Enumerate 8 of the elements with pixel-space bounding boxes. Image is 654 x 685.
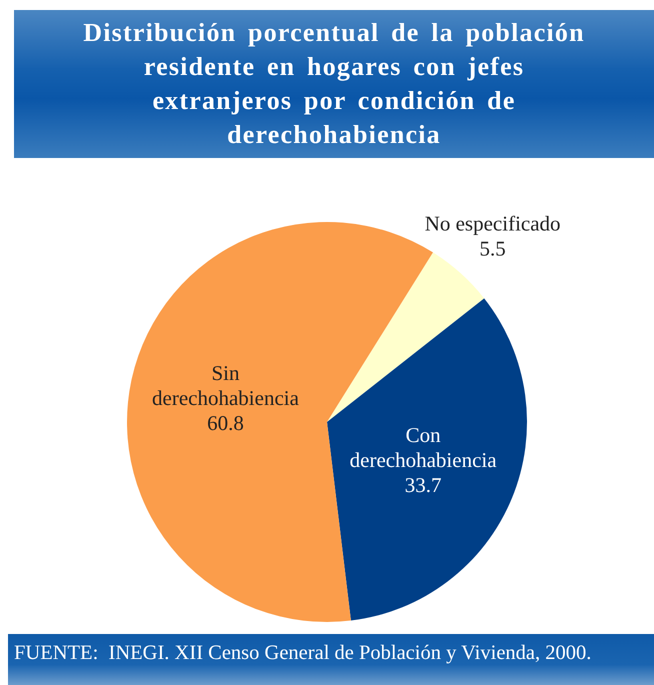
slice-label: No especificado	[424, 211, 561, 236]
slice-label: Con derechohabiencia	[350, 423, 498, 472]
data-label: 60.8	[207, 410, 244, 435]
slice-label: Sin derechohabiencia	[152, 360, 300, 410]
data-label: 5.5	[479, 236, 506, 260]
data-label: 33.7	[404, 473, 442, 498]
chart-title: Distribución porcentual de la población residente en hogares con jefes extranjeros por condición de derechohabiencia	[14, 10, 654, 158]
source-note: FUENTE: INEGI. XII Censo General de Población y Vivienda, 2000.	[14, 641, 592, 666]
